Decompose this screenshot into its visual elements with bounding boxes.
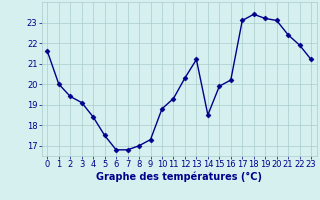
X-axis label: Graphe des températures (°C): Graphe des températures (°C) bbox=[96, 172, 262, 182]
